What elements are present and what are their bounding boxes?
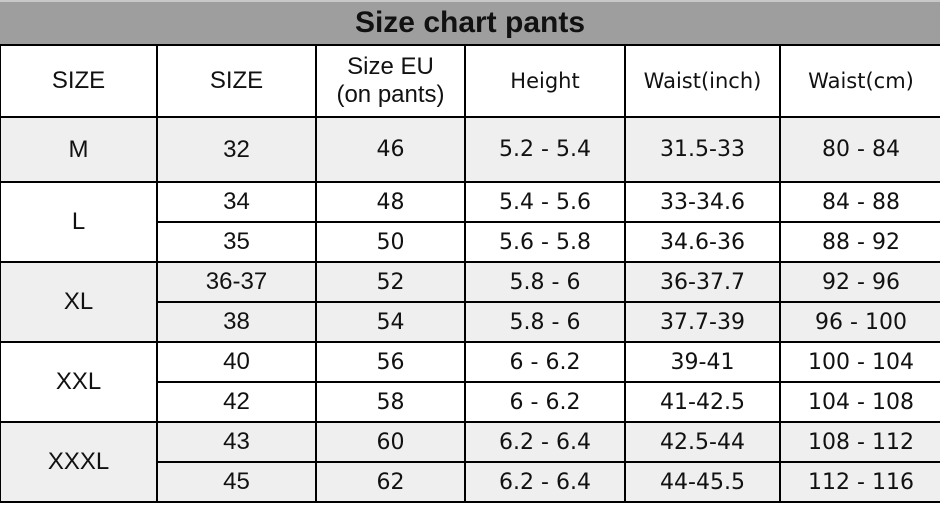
table-row: XL 36-37 52 5.8 - 6 36-37.7 92 - 96	[0, 261, 940, 343]
cell-size-eu: 60	[315, 421, 466, 463]
size-table: SIZE SIZE Size EU (on pants) Height Waist…	[0, 44, 940, 503]
cell-waist-inch: 36-37.7	[624, 261, 781, 303]
cell-waist-inch: 44-45.5	[624, 461, 781, 503]
cell-height: 5.4 - 5.6	[464, 181, 626, 223]
cell-size-eu: 56	[315, 341, 466, 383]
header-waist-cm: Waist(cm)	[779, 44, 940, 118]
cell-waist-inch: 41-42.5	[624, 381, 781, 423]
cell-waist-inch: 42.5-44	[624, 421, 781, 463]
cell-waist-cm: 88 - 92	[779, 221, 940, 263]
cell-height: 5.2 - 5.4	[464, 116, 626, 183]
cell-size-letter: M	[0, 116, 158, 183]
cell-waist-cm: 84 - 88	[779, 181, 940, 223]
cell-waist-inch: 34.6-36	[624, 221, 781, 263]
cell-height: 6 - 6.2	[464, 381, 626, 423]
cell-size-eu: 52	[315, 261, 466, 303]
table-row: 35 50 5.6 - 5.8 34.6-36 88 - 92	[0, 221, 940, 263]
cell-waist-cm: 108 - 112	[779, 421, 940, 463]
cell-waist-cm: 104 - 108	[779, 381, 940, 423]
cell-waist-inch: 33-34.6	[624, 181, 781, 223]
chart-title: Size chart pants	[0, 0, 940, 44]
header-size-number: SIZE	[156, 44, 317, 118]
cell-height: 5.8 - 6	[464, 261, 626, 303]
cell-size-letter: L	[0, 181, 158, 263]
header-row: SIZE SIZE Size EU (on pants) Height Waist…	[0, 44, 940, 118]
cell-waist-cm: 100 - 104	[779, 341, 940, 383]
table-row: L 34 48 5.4 - 5.6 33-34.6 84 - 88	[0, 181, 940, 263]
cell-waist-cm: 92 - 96	[779, 261, 940, 303]
cell-size-letter: XL	[0, 261, 158, 343]
table-row: XXXL 43 60 6.2 - 6.4 42.5-44 108 - 112	[0, 421, 940, 503]
cell-height: 5.8 - 6	[464, 301, 626, 343]
cell-size-number: 35	[156, 221, 317, 263]
cell-size-number: 45	[156, 461, 317, 503]
cell-waist-cm: 112 - 116	[779, 461, 940, 503]
table-row: 42 58 6 - 6.2 41-42.5 104 - 108	[0, 381, 940, 423]
cell-size-number: 43	[156, 421, 317, 463]
header-size-letter: SIZE	[0, 44, 158, 118]
cell-height: 6 - 6.2	[464, 341, 626, 383]
cell-size-eu: 48	[315, 181, 466, 223]
cell-size-eu: 54	[315, 301, 466, 343]
cell-size-number: 32	[156, 116, 317, 183]
table-row: XXL 40 56 6 - 6.2 39-41 100 - 104	[0, 341, 940, 423]
header-height: Height	[464, 44, 626, 118]
cell-height: 6.2 - 6.4	[464, 421, 626, 463]
cell-size-number: 42	[156, 381, 317, 423]
table-row: 38 54 5.8 - 6 37.7-39 96 - 100	[0, 301, 940, 343]
cell-size-number: 34	[156, 181, 317, 223]
cell-size-eu: 50	[315, 221, 466, 263]
cell-waist-cm: 80 - 84	[779, 116, 940, 183]
table-row: 45 62 6.2 - 6.4 44-45.5 112 - 116	[0, 461, 940, 503]
cell-size-eu: 58	[315, 381, 466, 423]
cell-waist-inch: 31.5-33	[624, 116, 781, 183]
cell-size-eu: 46	[315, 116, 466, 183]
cell-waist-cm: 96 - 100	[779, 301, 940, 343]
header-size-eu-line2: (on pants)	[336, 81, 445, 108]
cell-waist-inch: 37.7-39	[624, 301, 781, 343]
cell-size-letter: XXL	[0, 341, 158, 423]
header-size-eu: Size EU (on pants)	[315, 44, 466, 118]
cell-size-number: 38	[156, 301, 317, 343]
cell-waist-inch: 39-41	[624, 341, 781, 383]
header-size-eu-line1: Size EU	[347, 53, 434, 80]
cell-size-number: 40	[156, 341, 317, 383]
cell-size-eu: 62	[315, 461, 466, 503]
cell-height: 6.2 - 6.4	[464, 461, 626, 503]
cell-size-letter: XXXL	[0, 421, 158, 503]
cell-height: 5.6 - 5.8	[464, 221, 626, 263]
header-waist-inch: Waist(inch)	[624, 44, 781, 118]
table-row: M 32 46 5.2 - 5.4 31.5-33 80 - 84	[0, 116, 940, 183]
cell-size-number: 36-37	[156, 261, 317, 303]
